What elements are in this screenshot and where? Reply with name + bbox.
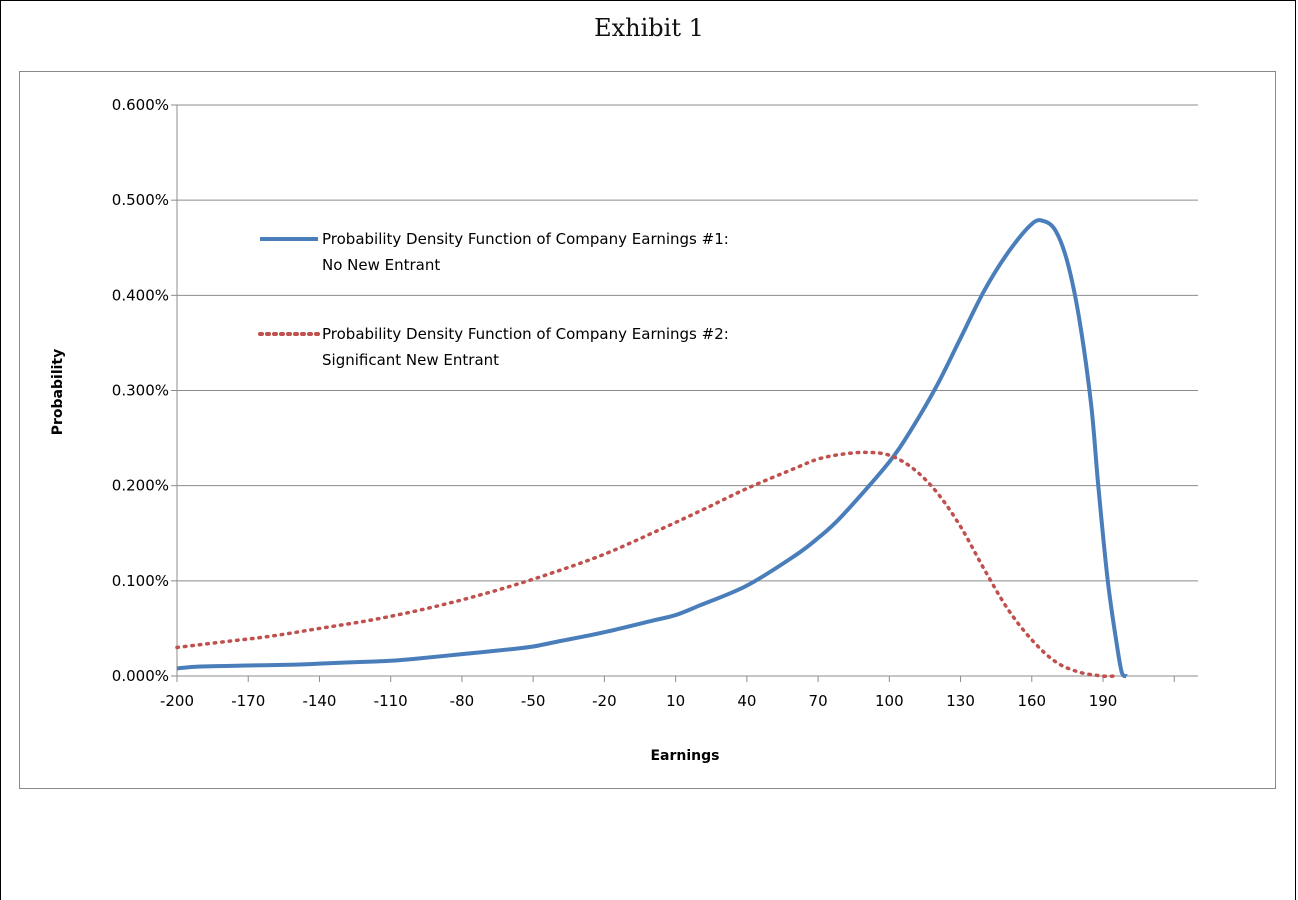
y-axis-title: Probability [50,349,66,436]
x-tick-label: -200 [160,692,194,710]
y-tick-label: 0.600% [112,96,169,114]
x-tick-label: -170 [231,692,265,710]
x-tick-label: -140 [302,692,336,710]
x-tick-label: 160 [1017,692,1046,710]
series-1-line [176,218,1128,679]
y-tick-labels: 0.000% 0.100% 0.200% 0.300% 0.400% 0.500% 0.60… [112,96,169,685]
x-tick-label: -50 [521,692,546,710]
x-tick-label: 130 [946,692,975,710]
gridlines [177,104,1198,582]
legend-label-series-1-line-1: Probability Density Function of Company … [322,230,729,248]
y-tick-label: 0.200% [112,477,169,495]
chart-area: 0.000% 0.100% 0.200% 0.300% 0.400% 0.500% 0.60… [19,71,1276,789]
x-tick-label: -80 [450,692,475,710]
y-tick-label: 0.500% [112,191,169,209]
legend-label-series-1-line-2: No New Entrant [322,256,440,274]
legend-label-series-2-line-1: Probability Density Function of Company … [322,325,729,343]
x-axis-title: Earnings [650,748,719,764]
y-tick-label: 0.400% [112,286,169,304]
exhibit-title: Exhibit 1 [594,14,704,42]
chart-svg: 0.000% 0.100% 0.200% 0.300% 0.400% 0.500% 0.60… [50,96,1198,764]
y-tick-label: 0.100% [112,572,169,590]
series-2-line [175,450,1117,679]
x-tick-label: -110 [374,692,408,710]
x-tick-label: 100 [875,692,904,710]
legend: Probability Density Function of Company … [258,230,729,369]
x-tick-label: 10 [666,692,685,710]
x-tick-label: 70 [809,692,828,710]
y-tick-label: 0.300% [112,382,169,400]
legend-label-series-2-line-2: Significant New Entrant [322,351,499,369]
series-layer [175,218,1128,679]
x-tick-label: -20 [592,692,617,710]
x-tick-label: 40 [737,692,756,710]
x-tick-labels: -200 -170 -140 -110 -80 -50 -20 10 40 70 100 130 160… [160,692,1117,710]
axes [171,104,1198,682]
y-tick-label: 0.000% [112,667,169,685]
x-tick-label: 190 [1089,692,1118,710]
